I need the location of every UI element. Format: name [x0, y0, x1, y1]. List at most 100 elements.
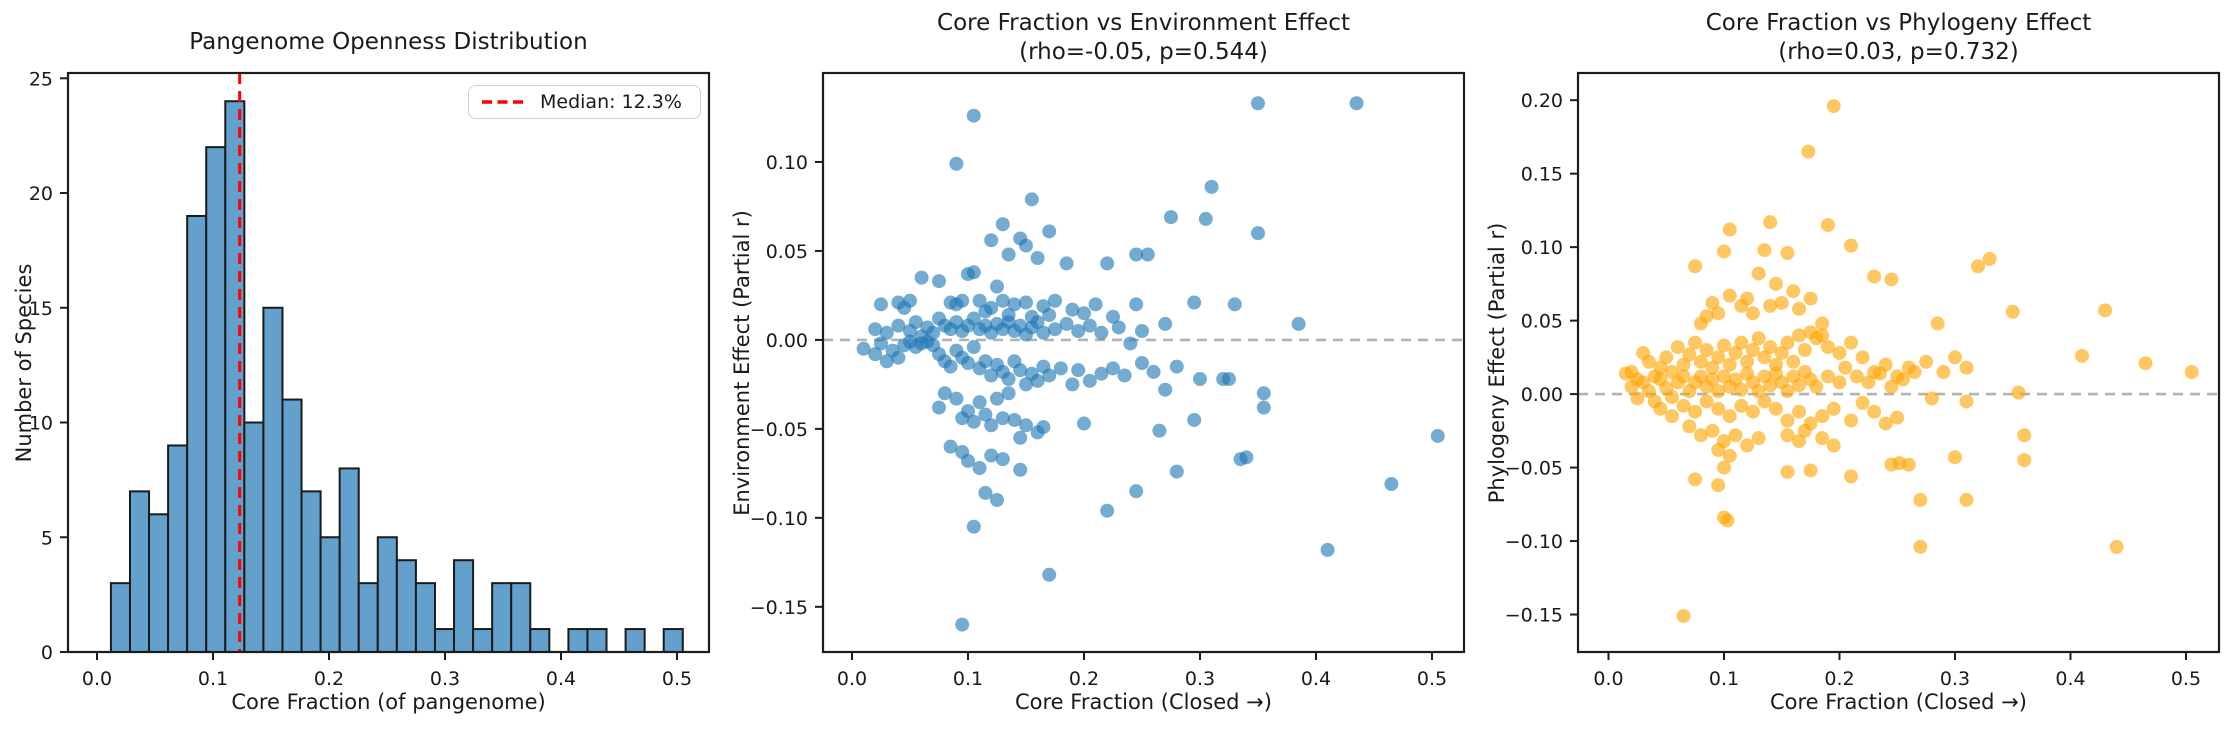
- scatter-point: [1913, 492, 1928, 507]
- scatter-point: [943, 359, 958, 374]
- scatter-point: [1797, 423, 1812, 438]
- scatter-point: [1826, 99, 1841, 114]
- scatter-point: [1844, 413, 1859, 428]
- scatter-point: [1082, 318, 1097, 333]
- scatter-point: [1751, 431, 1766, 446]
- scatter-point: [1088, 297, 1103, 312]
- scatter-point: [2017, 428, 2032, 443]
- scatter-point: [1780, 246, 1795, 261]
- y-tick-label: 0.10: [766, 152, 808, 174]
- scatter-point: [908, 315, 923, 330]
- scatter-point: [1699, 394, 1714, 409]
- scatter-point: [1030, 373, 1045, 388]
- histogram-bar: [148, 513, 170, 653]
- histogram-xlabel: Core Fraction (of pangenome): [231, 690, 546, 714]
- scatter-point: [1780, 335, 1795, 350]
- plot-box: 0.0 0.1 0.2 0.3 0.4 0.5 0.20 0.15 0.10 0.05 0.00 −0…: [1505, 71, 2221, 690]
- scatter-point: [1745, 343, 1760, 358]
- histogram-bar: [357, 582, 379, 653]
- scatter-point: [1711, 401, 1726, 416]
- scatter-point: [1745, 306, 1760, 321]
- histogram-bar: [395, 559, 417, 654]
- scatter-point: [1792, 378, 1807, 393]
- scatter-point: [1716, 244, 1731, 259]
- scatter-point: [1349, 96, 1364, 111]
- scatter-point: [1047, 293, 1062, 308]
- scatter-point: [1844, 469, 1859, 484]
- environment-title: Core Fraction vs Environment Effect (rho…: [937, 10, 1350, 65]
- scatter-point: [1094, 366, 1109, 381]
- scatter-point: [984, 448, 999, 463]
- scatter-point: [1111, 320, 1126, 335]
- axes-spines: [821, 71, 1466, 654]
- scatter-point: [1711, 350, 1726, 365]
- scatter-point: [1734, 398, 1749, 413]
- scatter-point: [1140, 247, 1155, 262]
- scatter-point: [1053, 361, 1068, 376]
- scatter-point: [966, 108, 981, 123]
- scatter-point: [891, 350, 906, 365]
- scatter-point: [1711, 478, 1726, 493]
- x-tick-label: 0.4: [546, 668, 576, 690]
- scatter-point: [1716, 338, 1731, 353]
- y-tick-label: 0.05: [1521, 311, 1563, 333]
- scatter-point: [1256, 400, 1271, 415]
- y-tick-label: 5: [41, 527, 53, 549]
- scatter-point: [1152, 423, 1167, 438]
- scatter-point: [1780, 464, 1795, 479]
- scatter-point: [1018, 238, 1033, 253]
- scatter-point: [1734, 335, 1749, 350]
- scatter-point: [989, 493, 1004, 508]
- x-tick-label: 0.0: [837, 668, 867, 690]
- scatter-point: [1618, 366, 1633, 381]
- scatter-point: [931, 400, 946, 415]
- scatter-point: [1030, 251, 1045, 266]
- scatter-point: [1959, 492, 1974, 507]
- scatter-point: [1250, 226, 1265, 241]
- scatter-point: [1024, 192, 1039, 207]
- scatter-point: [891, 318, 906, 333]
- scatter-point: [1007, 297, 1022, 312]
- scatter-point: [1013, 363, 1028, 378]
- scatter-point: [1884, 379, 1899, 394]
- scatter-point: [1158, 316, 1173, 331]
- histogram-bar: [262, 306, 284, 653]
- x-tick-label: 0.3: [1940, 668, 1970, 690]
- scatter-points: [856, 96, 1445, 632]
- x-tick-label: 0.0: [82, 668, 112, 690]
- scatter-point: [2109, 539, 2124, 554]
- axes-spines: [1576, 71, 2221, 654]
- scatter-point: [1959, 360, 1974, 375]
- scatter-point: [1803, 291, 1818, 306]
- phylogeny-plot-area: 0.0 0.1 0.2 0.3 0.4 0.5 0.20 0.15 0.10 0.05 0.00 −0…: [1505, 71, 2221, 690]
- scatter-point: [1971, 259, 1986, 274]
- median-dash-icon: [482, 100, 526, 104]
- y-tick-label: 0.20: [1521, 90, 1563, 112]
- scatter-point: [1757, 243, 1772, 258]
- histogram-bar: [243, 421, 265, 653]
- histogram-bar: [453, 559, 475, 654]
- scatter-point: [972, 461, 987, 476]
- scatter-point: [984, 233, 999, 248]
- y-tick-label: 0: [41, 642, 53, 664]
- scatter-point: [1907, 365, 1922, 380]
- scatter-point: [1792, 434, 1807, 449]
- scatter-point: [1757, 350, 1772, 365]
- scatter-point: [2005, 304, 2020, 319]
- scatter-point: [1653, 360, 1668, 375]
- y-tick-label: 0.00: [766, 330, 808, 352]
- scatter-point: [1146, 364, 1161, 379]
- scatter-point: [1187, 295, 1202, 310]
- scatter-point: [1705, 295, 1720, 310]
- scatter-point: [1134, 356, 1149, 371]
- scatter-point: [868, 322, 883, 337]
- scatter-point: [1855, 350, 1870, 365]
- y-tick-label: −0.05: [1505, 458, 1563, 480]
- scatter-point: [1076, 306, 1091, 321]
- phylogeny-xlabel: Core Fraction (Closed →): [1770, 690, 2027, 714]
- scatter-point: [1187, 412, 1202, 427]
- scatter-point: [1065, 302, 1080, 317]
- scatter-point: [1065, 377, 1080, 392]
- scatter-point: [984, 300, 999, 315]
- scatter-point: [1250, 96, 1265, 111]
